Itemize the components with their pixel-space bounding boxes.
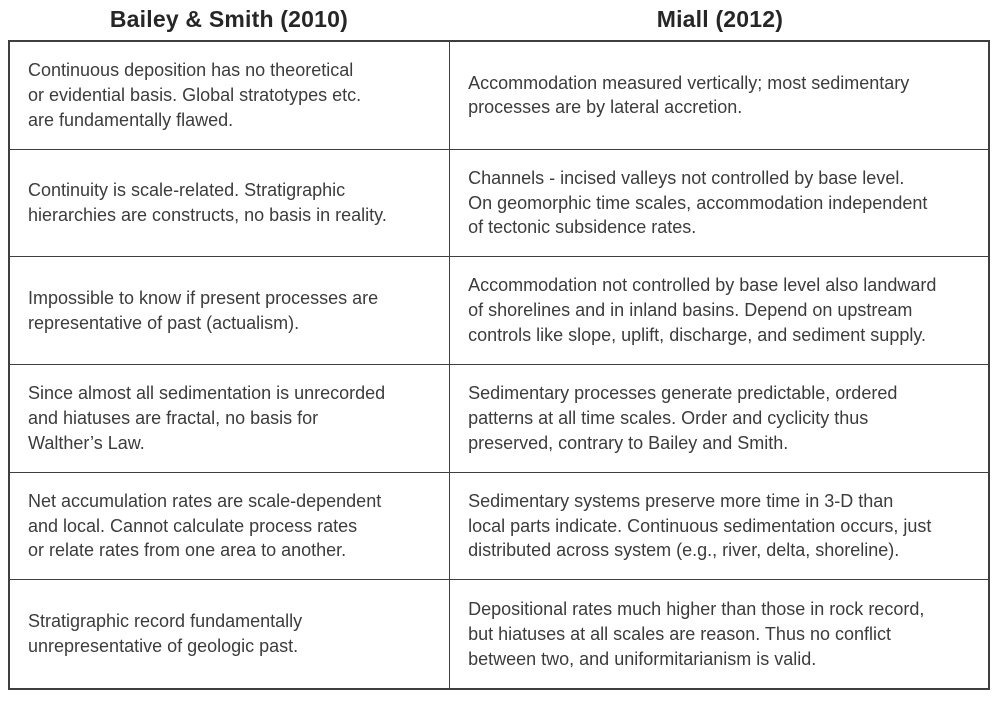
table-cell-r1-left: Continuous deposition has no theoretical… (10, 42, 451, 150)
table-cell-r2-right: Channels - incised valleys not controlle… (450, 150, 988, 258)
table-cell-r6-right: Depositional rates much higher than thos… (468, 598, 925, 669)
column-header-bailey-smith: Bailey & Smith (2010) (109, 5, 348, 32)
table-cell-r3-right: Accommodation not controlled by base lev… (450, 257, 988, 365)
column-header-miall: Miall (2012) (656, 5, 784, 32)
table-cell-r4-right: Sedimentary processes generate predictab… (450, 365, 988, 473)
table-cell-r5-left: Net accumulation rates are scale-depende… (10, 472, 451, 581)
table-headers: Bailey & Smith (2010) Miall (2012) (8, 0, 990, 38)
table-cell-r1-right: Accommodation measured vertically; most … (450, 42, 988, 150)
table-cell-r6-left: Stratigraphic record fundamentally unrep… (10, 580, 451, 688)
table-cell-r2-left: Continuity is scale-related. Stratigraph… (10, 149, 451, 258)
table-cell-r3-left: Impossible to know if present processes … (10, 257, 451, 365)
table-cell-r4-left: Since almost all sedimentation is unreco… (10, 364, 451, 473)
comparison-table: Continuous deposition has no theoretical… (8, 40, 990, 690)
table-cell-r5-right: Sedimentary systems preserve more time i… (450, 473, 988, 581)
